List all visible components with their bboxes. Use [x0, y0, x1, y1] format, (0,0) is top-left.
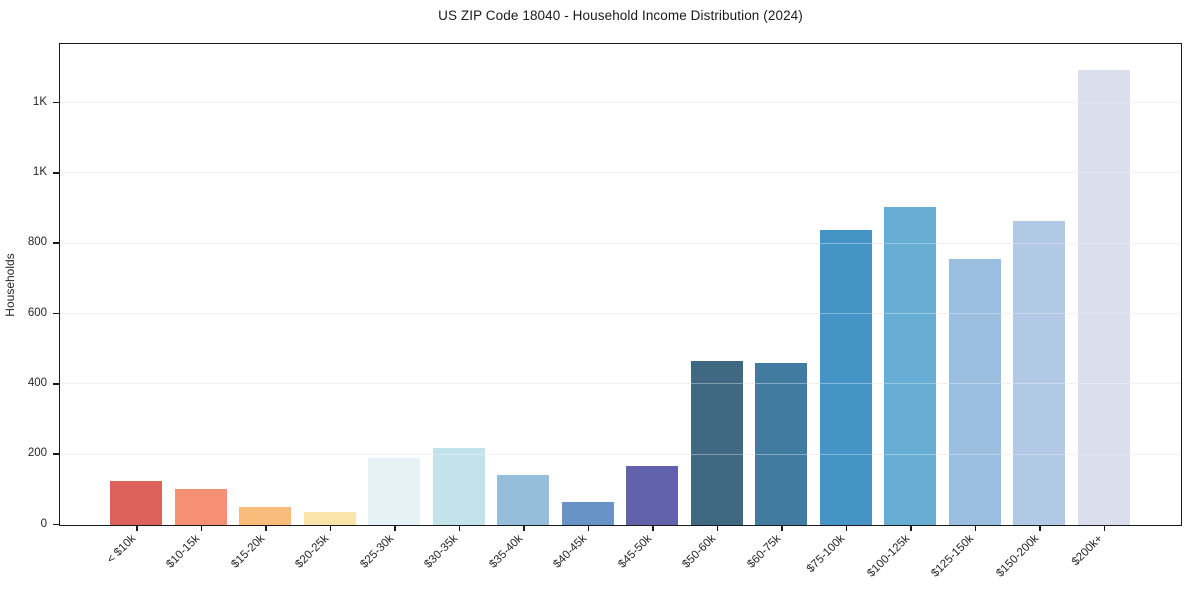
x-tick-mark-0	[136, 526, 138, 531]
bar-50-60k[interactable]	[690, 361, 743, 525]
x-tick-mark-2	[265, 526, 267, 531]
y-tick-label-400: 400	[27, 376, 47, 389]
y-tick-mark-400	[53, 383, 59, 385]
x-tick-mark-15	[1103, 526, 1105, 531]
y-tick-label-800: 800	[27, 236, 47, 249]
bar-200k+[interactable]	[1077, 70, 1130, 525]
bar-25-30k[interactable]	[368, 457, 421, 525]
bar-15-20k[interactable]	[239, 507, 292, 525]
x-tick-mark-4	[394, 526, 396, 531]
x-tick-mark-10	[781, 526, 783, 531]
x-tick-mark-13	[974, 526, 976, 531]
y-tick-mark-800	[53, 242, 59, 244]
bar-35-40k[interactable]	[497, 475, 550, 525]
gridline-y-200	[60, 453, 1181, 455]
y-tick-label-200: 200	[27, 447, 47, 460]
bar-125-150k[interactable]	[948, 259, 1001, 525]
gridline-y-1200	[60, 102, 1181, 104]
x-tick-mark-7	[587, 526, 589, 531]
bar-45-50k[interactable]	[626, 465, 679, 525]
plot-area	[59, 43, 1182, 526]
y-tick-label-600: 600	[27, 306, 47, 319]
y-tick-mark-600	[53, 312, 59, 315]
x-tick-mark-6	[523, 526, 525, 531]
bar-30-35k[interactable]	[432, 448, 485, 525]
bar-10-15k[interactable]	[174, 489, 227, 525]
y-tick-mark-200	[53, 453, 59, 455]
gridline-y-400	[60, 383, 1181, 385]
bar-100-125k[interactable]	[884, 206, 937, 525]
x-tick-mark-1	[200, 526, 202, 531]
bar-40-45k[interactable]	[561, 502, 614, 525]
bar-150-200k[interactable]	[1013, 220, 1066, 525]
bar-20-25k[interactable]	[303, 512, 356, 525]
y-tick-label-0: 0	[40, 517, 47, 530]
x-tick-mark-11	[845, 526, 847, 531]
gridline-overlay-y-1000	[60, 172, 1181, 174]
x-tick-mark-14	[1039, 526, 1041, 531]
x-tick-mark-12	[910, 526, 912, 531]
gridline-overlay-y-400	[60, 383, 1181, 385]
x-tick-mark-3	[329, 526, 331, 531]
y-tick-mark-1200	[53, 101, 59, 104]
y-tick-mark-0	[53, 523, 59, 526]
bar-75-100k[interactable]	[819, 230, 872, 525]
gridline-y-1000	[60, 172, 1181, 174]
bar-10k[interactable]	[110, 480, 163, 525]
gridline-y-600	[60, 313, 1181, 314]
y-tick-label-1000: 1K	[32, 165, 47, 178]
y-tick-label-1200: 1K	[32, 95, 47, 108]
gridline-y-800	[60, 242, 1181, 244]
gridline-overlay-y-800	[60, 242, 1181, 244]
x-tick-mark-9	[716, 526, 718, 531]
y-tick-mark-1000	[53, 172, 59, 174]
gridline-overlay-y-600	[60, 313, 1181, 314]
x-tick-mark-5	[458, 526, 460, 531]
bar-60-75k[interactable]	[755, 362, 808, 525]
x-tick-mark-8	[652, 526, 654, 531]
x-tick-label-0: < $10k	[104, 532, 138, 566]
gridline-overlay-y-1200	[60, 102, 1181, 104]
gridline-overlay-y-200	[60, 453, 1181, 455]
chart-title: US ZIP Code 18040 - Household Income Dis…	[438, 8, 803, 23]
